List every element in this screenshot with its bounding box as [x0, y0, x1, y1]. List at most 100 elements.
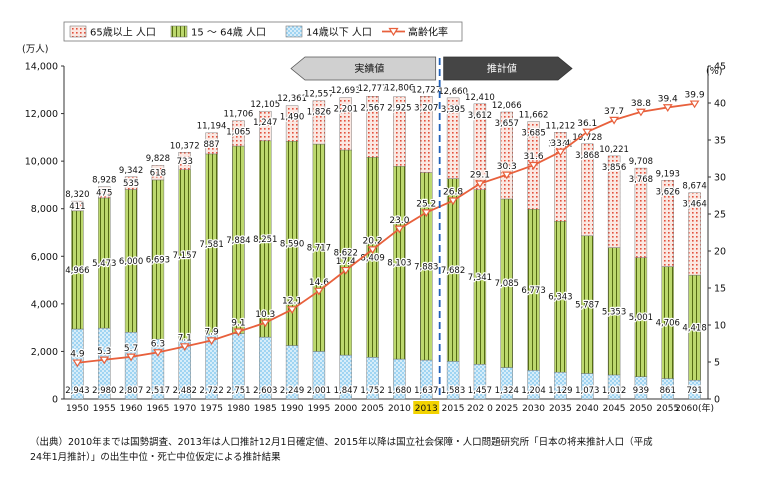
aging-rate-marker: [555, 148, 566, 157]
legend-label: 65歳以上 人口: [90, 27, 156, 39]
x-tick-label: 2040: [576, 404, 599, 414]
value-label-65-over: 3,856: [602, 163, 626, 173]
aging-rate-marker: [99, 356, 110, 365]
x-tick-label: 2030: [522, 404, 545, 414]
bar-65-over: [393, 96, 406, 167]
x-tick-label: 1970: [173, 404, 196, 414]
value-label-65-over: 3,626: [656, 187, 680, 197]
value-label-15-64: 8,717: [307, 244, 331, 254]
bar-65-over: [178, 152, 191, 170]
total-label: 12,105: [250, 100, 280, 110]
total-label: 12,410: [465, 93, 495, 103]
aging-rate-marker: [72, 359, 83, 368]
value-label-65-over: 3,612: [468, 111, 492, 121]
projected-label: 推計値: [487, 62, 517, 75]
value-label-under-15: 2,517: [146, 386, 170, 396]
y-unit-label: (万人): [22, 44, 48, 55]
value-label-under-15: 939: [633, 386, 649, 396]
total-label: 8,320: [65, 190, 89, 200]
aging-rate-marker: [448, 197, 458, 206]
x-tick-label: 1995: [307, 404, 330, 414]
total-label: 11,212: [546, 121, 576, 131]
aging-rate-label: 10.3: [255, 310, 275, 320]
bar-65-over: [124, 176, 138, 190]
legend-box: [63, 21, 463, 42]
annotations: 実績値 推計値: [290, 56, 573, 399]
y-tick-label: 10,000: [25, 157, 58, 168]
total-label: 12,806: [385, 83, 415, 93]
value-label-65-over: 887: [203, 140, 219, 150]
aging-rate-label: 4.9: [70, 350, 85, 360]
legend: 65歳以上 人口 15 ～ 64歳 人口 14歳以下 人口 高齢化率: [63, 21, 463, 42]
aging-rate-label: 36.1: [577, 119, 597, 129]
value-labels: 2,943 4,966 411 8,320 2,980 5,473 475 8,928 2,80…: [64, 82, 708, 397]
aging-rate-marker: [260, 319, 271, 328]
bar-65-over: [259, 110, 272, 142]
legend-marker: [388, 27, 399, 37]
value-label-under-15: 1,073: [575, 386, 599, 396]
value-label-65-over: 3,868: [575, 151, 599, 161]
value-label-65-over: 1,826: [307, 108, 331, 118]
value-label-65-over: 618: [150, 169, 166, 179]
y2-tick-label: 10: [714, 321, 726, 332]
value-label-65-over: 1,065: [226, 128, 250, 138]
value-label-15-64: 7,341: [468, 273, 492, 283]
total-label: 11,662: [519, 111, 549, 121]
total-label: 9,342: [119, 166, 143, 176]
bar-65-over: [581, 143, 594, 237]
total-label: 9,708: [629, 157, 653, 167]
y2-tick-label: 15: [714, 284, 726, 295]
aging-rate-marker: [394, 225, 405, 234]
population-chart: 65歳以上 人口 15 ～ 64歳 人口 14歳以下 人口 高齢化率 0 2,000 4,…: [22, 21, 726, 414]
value-label-15-64: 6,343: [548, 293, 572, 303]
source-line-1: （出典）2010年までは国勢調査、2013年は人口推計12月1日確定値、2015…: [30, 437, 653, 448]
x-tick-label: 1990: [281, 404, 304, 414]
value-label-under-15: 791: [686, 386, 702, 396]
y-tick-label: 12,000: [25, 109, 58, 120]
x-tick-label: 202 0: [467, 404, 493, 414]
aging-rate-label: 38.8: [631, 99, 651, 109]
bar-65-over: [688, 192, 701, 276]
x-tick-label: 2025: [495, 404, 518, 414]
value-label-under-15: 1,012: [602, 386, 626, 396]
total-label: 12,557: [304, 89, 334, 99]
aging-rate-label: 37.7: [604, 107, 624, 117]
x-tick-label: 1960: [120, 404, 143, 414]
aging-rate-label: 7.1: [178, 333, 192, 343]
aging-rate-label: 39.9: [685, 91, 705, 101]
aging-rate-label: 9.1: [231, 319, 245, 329]
bar-65-over: [473, 103, 487, 190]
y2-tick-label: 40: [714, 99, 726, 110]
projected-arrow: [443, 56, 573, 81]
value-label-65-over: 3,207: [414, 103, 438, 113]
value-label-15-64: 8,251: [253, 235, 277, 245]
value-label-15-64: 8,622: [334, 249, 358, 259]
aging-rate-marker: [636, 108, 646, 117]
bar-65-over: [446, 97, 460, 179]
total-label: 11,706: [224, 110, 254, 120]
value-label-under-15: 2,722: [199, 386, 223, 396]
value-label-under-15: 2,001: [307, 386, 331, 396]
value-label-15-64: 8,103: [387, 259, 411, 269]
bar-65-over: [607, 155, 621, 248]
x-tick-label: 2050: [629, 404, 652, 414]
y2-tick-label: 20: [714, 247, 726, 258]
value-label-under-15: 861: [660, 386, 676, 396]
total-label: 12,361: [277, 94, 307, 104]
y-tick-label: 2,000: [31, 347, 58, 358]
source-line-2: 24年1月推計）」の出生中位・死亡中位仮定による推計結果: [30, 452, 281, 463]
aging-rate-label: 6.3: [151, 339, 165, 349]
value-label-under-15: 1,847: [334, 386, 358, 396]
aging-rate-marker: [689, 100, 700, 109]
aging-rate-marker: [206, 337, 217, 346]
value-label-15-64: 7,883: [414, 262, 438, 272]
x-tick-label: 1975: [200, 404, 223, 414]
x-tick-label: 2055: [656, 404, 679, 414]
axes: 0 2,000 4,000 6,000 8,000 10,000 12,000 14,000 (…: [22, 44, 726, 414]
x-tick-label: 1980: [227, 404, 250, 414]
legend-label: 高齢化率: [408, 26, 448, 39]
y-tick-label: 4,000: [31, 299, 58, 310]
bar-65-over: [71, 200, 84, 212]
x-tick-label: 1955: [93, 404, 116, 414]
value-label-15-64: 5,353: [602, 307, 626, 317]
